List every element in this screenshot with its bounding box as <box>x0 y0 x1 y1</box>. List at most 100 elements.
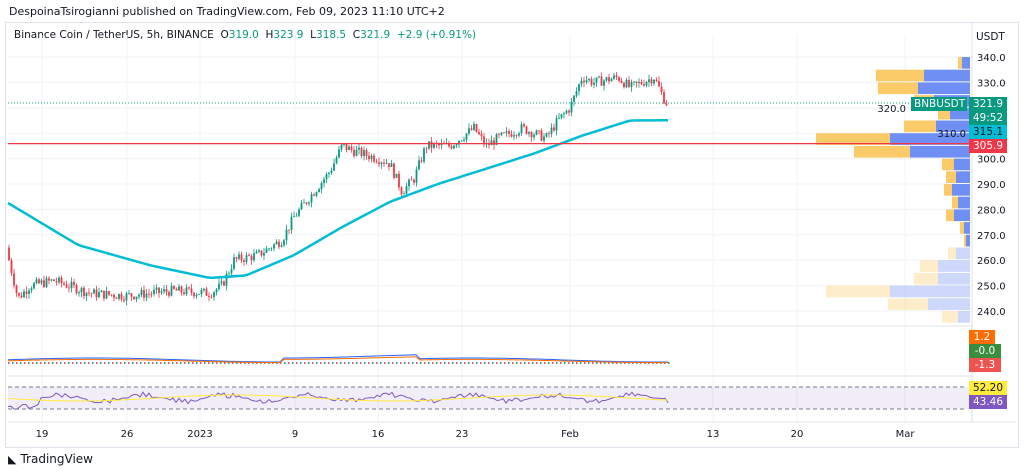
macd-histogram-bar <box>420 362 422 364</box>
candle-body <box>253 253 255 261</box>
volume-profile-up-bar <box>952 196 958 209</box>
time-axis-label: Feb <box>561 429 579 440</box>
price-axis-label: 300.0 <box>977 155 1006 166</box>
change-value: +2.9 (+0.91%) <box>396 29 477 41</box>
candle-body <box>203 288 205 291</box>
macd-histogram-bar <box>196 362 198 364</box>
macd-histogram-bar <box>100 362 102 364</box>
candle-body <box>525 126 528 134</box>
candle-body <box>70 281 73 289</box>
macd-histogram-bar <box>516 362 518 364</box>
macd-histogram-bar <box>56 362 58 364</box>
candle-body <box>558 117 560 119</box>
macd-histogram-bar <box>28 362 30 364</box>
candle-body <box>523 124 525 127</box>
macd-histogram-bar <box>316 362 318 364</box>
time-axis-label: 20 <box>791 429 804 440</box>
candle-body <box>425 148 428 150</box>
macd-histogram-bar <box>448 362 450 364</box>
candle-body <box>250 255 253 261</box>
candle-body <box>188 287 190 289</box>
macd-histogram-bar <box>344 362 346 364</box>
volume-profile-down-bar <box>962 57 970 69</box>
macd-histogram-bar <box>244 362 246 364</box>
macd-histogram-bar <box>84 362 86 364</box>
macd-histogram-bar <box>128 362 130 364</box>
macd-histogram-bar <box>604 362 606 364</box>
macd-histogram-bar <box>520 362 522 364</box>
macd-histogram-bar <box>536 362 538 364</box>
countdown-tag: 49:52 <box>969 111 1007 125</box>
candle-body <box>228 273 230 274</box>
tradingview-logo[interactable]: ◣ TradingView <box>8 452 93 466</box>
candle-body <box>628 79 630 87</box>
candle-body <box>613 75 615 79</box>
macd-histogram-bar <box>288 362 290 364</box>
macd-histogram-bar <box>532 362 534 364</box>
macd-histogram-bar <box>480 362 482 364</box>
candle-body <box>418 160 420 170</box>
candle-body <box>453 145 455 149</box>
candle-body <box>395 173 398 178</box>
volume-profile-up-bar <box>854 145 910 158</box>
candle-body <box>180 286 183 293</box>
volume-profile-down-bar <box>950 107 970 120</box>
macd-histogram-bar <box>368 362 370 364</box>
candle-body <box>430 141 433 148</box>
macd-histogram-bar <box>600 362 602 364</box>
macd-histogram-bar <box>32 362 34 364</box>
currency-label: USDT <box>976 31 1005 43</box>
candle-body <box>320 182 323 190</box>
candle-body <box>255 251 258 254</box>
symbol-tag: BNBUSDT <box>911 97 967 111</box>
time-axis-label: 16 <box>372 429 385 440</box>
candle-body <box>588 79 590 81</box>
candle-body <box>350 146 353 150</box>
candle-body <box>173 285 175 289</box>
candle-body <box>438 143 440 146</box>
candle-body <box>648 79 650 83</box>
macd-histogram-bar <box>456 362 458 364</box>
macd-histogram-bar <box>64 362 66 364</box>
macd-histogram-bar <box>8 362 10 364</box>
candle-body <box>110 294 113 296</box>
candle-body <box>295 215 298 217</box>
candle-body <box>115 297 118 299</box>
candle-body <box>598 76 600 78</box>
candle-body <box>423 148 425 162</box>
time-axis-label: 13 <box>707 429 720 440</box>
candle-body <box>513 135 515 137</box>
candle-body <box>408 179 410 187</box>
candle-body <box>275 241 278 245</box>
macd-histogram-bar <box>312 362 314 364</box>
volume-profile-up-bar <box>904 120 936 133</box>
macd-histogram-bar <box>524 362 526 364</box>
candle-body <box>618 77 620 81</box>
candle-body <box>663 92 665 104</box>
candle-body <box>153 289 155 294</box>
candle-body <box>505 131 508 133</box>
symbol-name[interactable]: Binance Coin / TetherUS, 5h, BINANCE <box>14 29 214 41</box>
price-axis-label: 290.0 <box>977 180 1006 191</box>
candle-body <box>393 163 395 178</box>
macd-histogram-bar <box>92 362 94 364</box>
macd-histogram-bar <box>280 362 282 364</box>
candle-body <box>165 289 168 293</box>
candle-body <box>345 144 348 151</box>
candle-body <box>528 132 530 134</box>
candle-body <box>155 287 158 290</box>
candle-body <box>225 273 228 286</box>
candle-body <box>403 193 405 195</box>
candle-body <box>370 155 373 160</box>
macd-histogram-bar <box>44 362 46 364</box>
volume-profile-up-bar <box>942 311 958 323</box>
candle-body <box>213 292 215 298</box>
macd-line <box>7 354 669 363</box>
candle-body <box>280 245 283 247</box>
macd-histogram-bar <box>180 362 182 364</box>
candle-body <box>623 82 625 88</box>
rsi-value-tag: 43.46 <box>969 395 1007 409</box>
rsi-ma-line <box>7 394 669 402</box>
candle-body <box>658 81 660 87</box>
